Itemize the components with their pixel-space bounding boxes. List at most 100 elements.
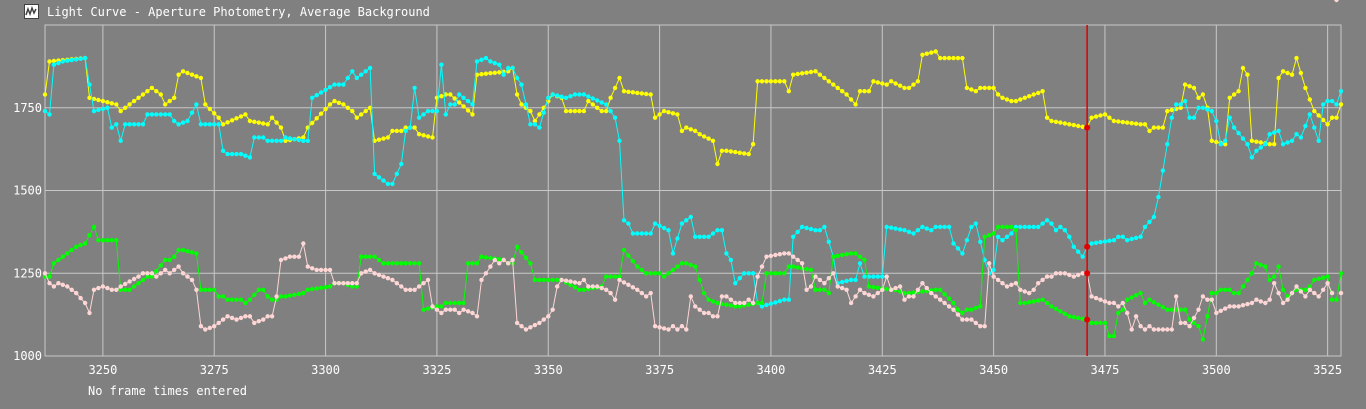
data-point-pink [1231,304,1237,309]
data-point-green [1200,337,1206,342]
y-tick-label: 1000 [13,349,42,363]
data-point-yellow [626,89,631,95]
data-point-cyan [1049,221,1054,226]
data-point-yellow [697,132,702,137]
data-point-yellow [831,82,836,87]
data-point-green [497,257,502,262]
data-point-yellow [47,59,52,64]
data-point-green [1107,333,1112,339]
data-point-yellow [737,150,742,155]
data-point-green [131,284,137,289]
data-point-green [1303,287,1308,292]
data-point-cyan [555,93,560,98]
data-point-cyan [688,214,693,220]
data-point-cyan [572,92,578,97]
data-point-pink [608,290,613,296]
data-point-pink [657,325,662,330]
x-tick-label: 3400 [756,363,785,377]
data-point-yellow [1111,118,1117,124]
data-point-pink [74,290,79,296]
data-point-cyan [172,118,177,124]
data-point-cyan [1329,98,1335,104]
data-point-yellow [385,135,391,140]
data-point-cyan [1165,142,1170,147]
data-point-cyan [176,122,181,127]
data-point-cyan [203,122,208,127]
data-point-yellow [105,100,110,105]
data-point-green [1027,300,1032,305]
data-point-green [568,282,573,287]
data-point-cyan [1120,234,1126,239]
data-point-cyan [1267,132,1272,137]
data-point-green [154,268,159,274]
data-point-green [91,224,97,230]
data-point-yellow [978,85,983,91]
data-point-cyan [131,122,137,127]
data-point-cyan [1133,235,1139,241]
data-point-green [252,292,257,297]
data-point-pink [56,281,61,286]
data-point-yellow [773,79,778,84]
series-line-cyan [44,57,1342,307]
data-point-green [808,267,814,273]
data-point-yellow [483,71,489,76]
data-point-pink [376,272,382,278]
data-point-cyan [100,106,106,112]
data-point-pink [314,267,319,273]
data-point-pink [425,277,431,283]
data-point-yellow [1316,113,1321,118]
data-point-pink [100,284,106,289]
data-point-yellow [1325,122,1330,127]
x-tick-label: 3325 [422,363,451,377]
data-point-yellow [844,92,849,97]
data-point-cyan [929,228,934,233]
data-point-yellow [1249,138,1255,143]
data-point-pink [1289,290,1295,296]
data-point-pink [995,277,1001,283]
data-point-cyan [563,95,569,101]
data-point-yellow [1231,92,1237,97]
data-point-yellow [1053,119,1059,125]
data-point-yellow [804,70,809,75]
data-point-yellow [639,91,644,96]
data-point-pink [479,277,484,283]
data-point-pink [786,251,791,256]
data-point-yellow [604,108,609,114]
data-point-green [608,274,613,279]
data-point-cyan [644,231,649,236]
data-point-pink [176,264,181,269]
data-point-pink [220,317,226,322]
data-point-pink [457,310,462,316]
data-point-yellow [764,79,769,84]
data-point-yellow [563,108,569,114]
data-point-pink [697,307,702,312]
data-point-yellow [109,101,115,106]
data-point-cyan [501,72,506,77]
data-point-yellow [920,52,925,57]
data-point-pink [875,290,880,296]
data-point-yellow [394,128,399,134]
data-point-green [65,251,70,256]
data-point-pink [835,284,840,289]
data-point-pink [1325,281,1330,286]
data-point-cyan [1138,234,1143,239]
data-point-yellow [1214,139,1219,145]
data-point-green [425,306,431,311]
data-point-green [635,264,640,269]
data-point-cyan [465,98,471,104]
data-point-yellow [799,71,805,76]
data-point-green [1276,264,1281,269]
data-point-yellow [318,111,324,116]
data-point-cyan [733,281,738,286]
data-point-pink [1089,294,1094,299]
data-point-yellow [430,135,435,140]
data-point-pink [390,277,395,283]
data-point-cyan [127,122,132,127]
data-point-pink [826,276,831,281]
data-point-pink [791,254,796,259]
data-point-yellow [657,112,662,117]
data-point-pink [951,307,956,312]
data-point-yellow [719,148,725,153]
data-point-cyan [341,82,346,87]
